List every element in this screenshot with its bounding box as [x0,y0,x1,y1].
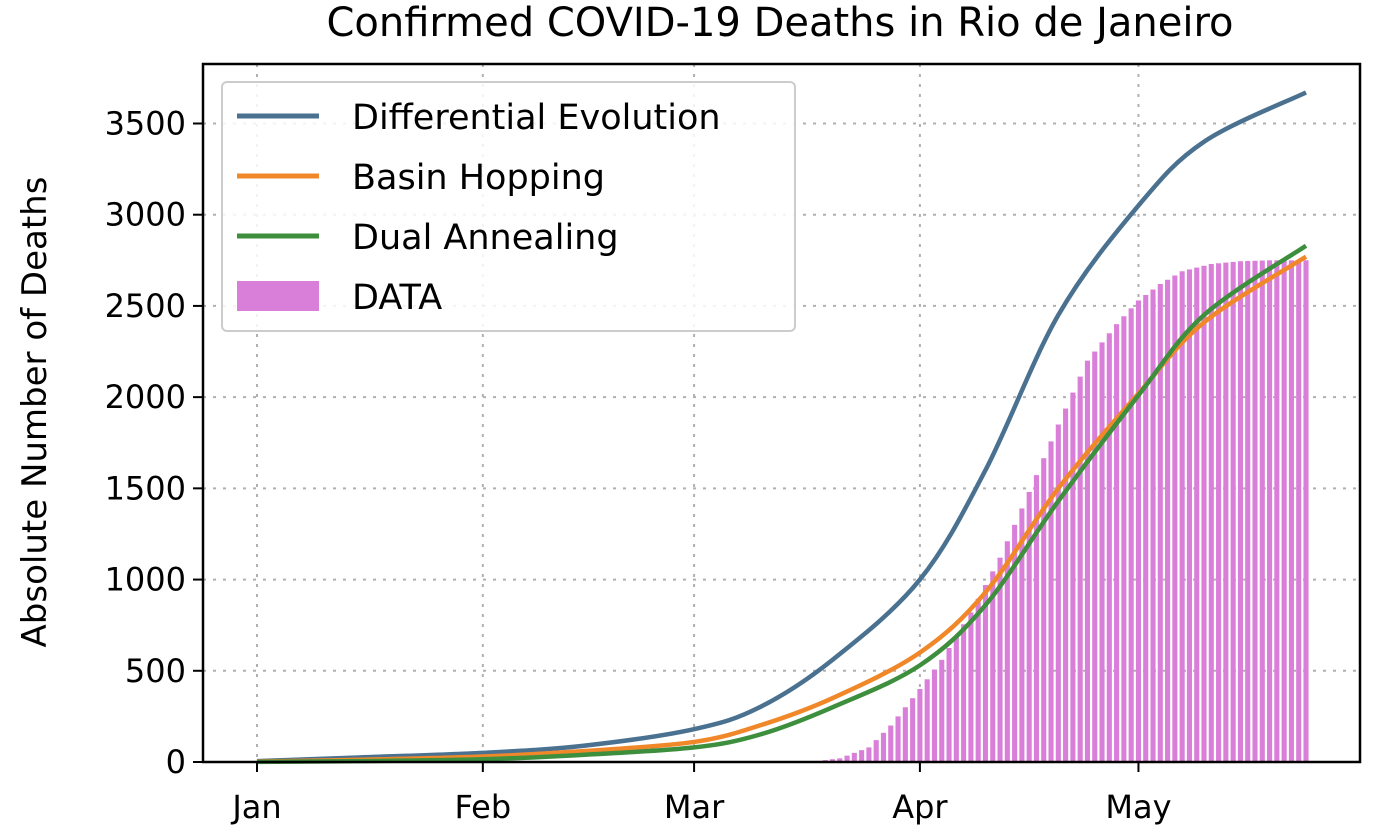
data-bar [946,647,952,762]
data-bar [1245,260,1251,762]
data-bar [880,732,887,762]
data-bar [1070,392,1076,762]
data-bar [1026,492,1032,762]
data-bar [975,598,981,762]
y-tick-label: 3000 [105,196,186,234]
x-tick-label: Jan [230,788,281,826]
data-bar [968,612,974,762]
data-bar [997,557,1003,762]
y-tick-label: 2500 [105,287,186,325]
y-tick-label: 1000 [105,561,186,599]
data-bar [1201,265,1207,762]
data-bar [873,740,879,762]
data-bar [1252,260,1258,762]
data-bar [982,585,989,762]
chart-title: Confirmed COVID-19 Deaths in Rio de Jane… [326,0,1233,46]
data-bar [961,624,967,762]
data-bar [1267,260,1273,762]
legend-swatch [237,281,319,311]
data-bar [1012,524,1018,762]
y-tick-label: 500 [125,652,186,690]
data-bar [1004,541,1010,762]
data-bar [1288,260,1294,762]
data-bar [1165,279,1171,762]
data-bar [888,725,894,762]
data-bar [1055,424,1061,762]
axis-ticks: 0 500 1000 1500 2000 2500 3000 3500 Jan Feb Mar Apr… [105,104,1172,826]
fit-lines [256,90,1308,765]
series-line-basin-hopping [256,254,1308,764]
data-bar [902,707,908,762]
data-bar [1128,308,1134,762]
data-bar [859,750,865,762]
y-axis-label: Absolute Number of Deaths [15,177,55,648]
data-bar [1179,271,1185,762]
y-tick-label: 2000 [105,378,186,416]
data-bar [917,689,923,762]
data-bar [931,669,938,762]
data-bar [1077,376,1083,762]
data-bar [1106,333,1112,762]
data-bars [808,260,1309,762]
legend-box [221,81,796,332]
data-bar [844,755,850,762]
data-bar [1143,294,1149,762]
data-bar [866,747,872,762]
data-bar [1186,269,1192,762]
data-bar [1208,263,1214,762]
data-bar [924,679,930,762]
data-bar [1296,260,1302,762]
data-bar [1150,289,1156,762]
series-line-differential-evolution [256,90,1307,764]
data-bar [1259,260,1265,762]
data-bar [1041,458,1047,762]
data-bar [1237,261,1243,762]
data-bar [895,716,901,762]
legend: Differential Evolution Basin Hopping Dual … [221,81,796,332]
data-bar [1063,408,1069,762]
series-line-dual-annealing [256,243,1308,765]
legend-label: Differential Evolution [352,98,721,138]
data-bar [1019,508,1025,762]
data-bar [851,752,857,762]
data-bar [1092,351,1098,762]
legend-label: Dual Annealing [352,218,619,258]
data-bar [1084,360,1091,762]
data-bar [1274,260,1280,762]
data-bar [1303,260,1309,762]
y-tick-label: 3500 [105,104,186,142]
data-bar [990,571,996,762]
data-bar [1157,284,1163,762]
plot-frame [201,62,1362,764]
data-bar [910,698,916,762]
data-bar [1121,316,1127,762]
data-bar [1099,342,1105,762]
y-tick-label: 0 [166,743,186,781]
data-bar [1135,300,1142,762]
data-bar [1114,324,1120,762]
x-tick-label: Apr [892,788,948,826]
data-bar [939,659,945,762]
data-bar [1048,441,1054,762]
data-bar [1172,275,1178,762]
data-bar [953,636,959,762]
x-tick-label: Mar [664,788,725,826]
legend-label: DATA [352,278,442,318]
x-tick-label: May [1105,788,1171,826]
data-bar [1230,261,1236,762]
data-bar [1223,262,1229,762]
data-bar [1033,475,1040,762]
data-bar [1216,263,1222,762]
data-bar [1194,267,1200,762]
x-tick-label: Feb [454,788,511,826]
data-bar [837,758,843,762]
legend-label: Basin Hopping [352,158,605,198]
data-bar [1281,260,1287,762]
y-tick-label: 1500 [105,469,186,507]
data-bar [829,759,836,762]
